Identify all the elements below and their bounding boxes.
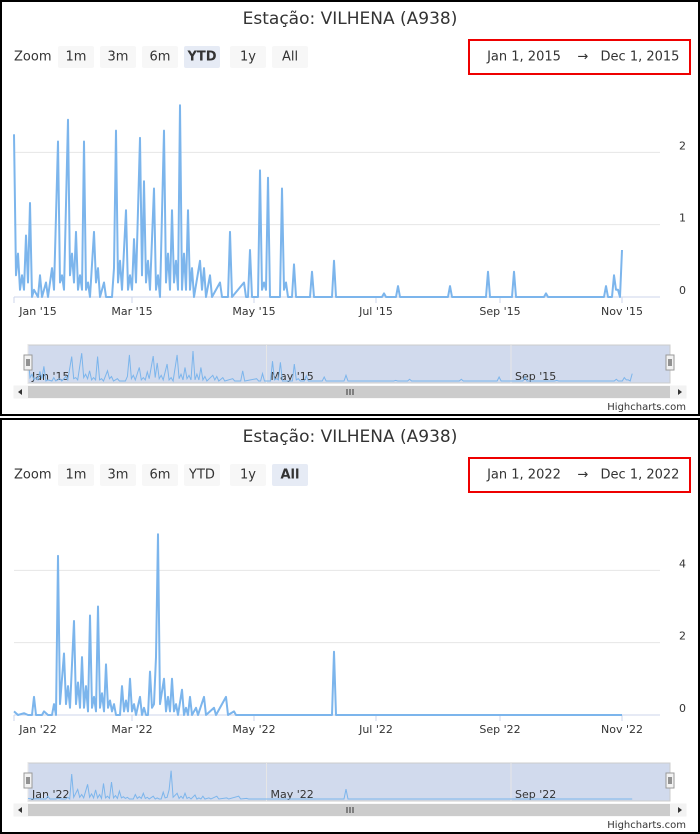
x-tick-label: Nov '22 (601, 723, 643, 736)
x-tick-label: May '22 (232, 723, 275, 736)
navigator-mask (27, 344, 671, 384)
y-tick-label: 2 (679, 630, 686, 643)
scrollbar-arrow-right[interactable] (678, 807, 682, 813)
zoom-button (230, 464, 266, 486)
scrollbar-arrow-right[interactable] (678, 389, 682, 395)
range-to[interactable]: Dec 1, 2022 (601, 468, 680, 483)
navigator-tick-label: May '22 (271, 788, 314, 801)
zoom-label: Zoom (14, 50, 51, 65)
x-tick-label: Mar '22 (111, 723, 152, 736)
x-tick-label: Jul '15 (358, 305, 393, 318)
zoom-button-label: 1m (66, 50, 87, 65)
range-arrow: → (578, 50, 589, 65)
navigator-line (27, 350, 633, 383)
chart-title: Estação: VILHENA (A938) (243, 9, 458, 29)
zoom-button-label: 3m (108, 50, 129, 65)
navigator-line (27, 770, 633, 801)
zoom-button-label: 1y (240, 468, 256, 483)
range-arrow: → (578, 468, 589, 483)
credits[interactable]: Highcharts.com (607, 402, 686, 413)
x-tick-label: Jan '15 (18, 305, 56, 318)
credits[interactable]: Highcharts.com (607, 820, 686, 831)
navigator-tick-label: Sep '15 (515, 370, 556, 383)
x-tick-label: May '15 (232, 305, 275, 318)
zoom-button[interactable] (184, 464, 220, 486)
zoom-button[interactable] (100, 464, 136, 486)
zoom-button-label: 1m (66, 468, 87, 483)
zoom-button[interactable] (142, 46, 178, 68)
chart-title: Estação: VILHENA (A938) (243, 427, 458, 447)
zoom-button-label: 1y (240, 50, 256, 65)
scrollbar-thumb[interactable] (28, 386, 670, 398)
zoom-button-label: 6m (150, 50, 171, 65)
navigator-handle[interactable] (665, 772, 675, 789)
zoom-button-label: 3m (108, 468, 129, 483)
x-tick-label: Sep '15 (479, 305, 520, 318)
range-box (468, 39, 691, 75)
navigator-handle[interactable] (665, 354, 675, 371)
chart-panel: Estação: VILHENA (A938) Zoom 1m 3m 6m YTD 1y Al… (0, 418, 700, 834)
y-tick-label: 2 (679, 139, 686, 152)
range-box (468, 457, 691, 493)
data-line (13, 104, 623, 298)
zoom-button[interactable] (142, 464, 178, 486)
scrollbar-arrow-left[interactable] (18, 807, 22, 813)
navigator-handle[interactable] (23, 354, 33, 371)
y-tick-label: 0 (679, 702, 686, 715)
navigator-mask (27, 762, 671, 802)
scrollbar-thumb[interactable] (28, 804, 670, 816)
y-tick-label: 1 (679, 212, 686, 225)
panel-border (0, 418, 700, 834)
zoom-button-label: All (281, 468, 300, 483)
zoom-button-label: YTD (188, 468, 215, 483)
scrollbar-arrow-left[interactable] (18, 389, 22, 395)
data-line (13, 533, 622, 716)
x-tick-label: Jan '22 (18, 723, 56, 736)
zoom-button[interactable] (100, 46, 136, 68)
zoom-button[interactable] (272, 464, 308, 486)
x-tick-label: Nov '15 (601, 305, 643, 318)
x-tick-label: Sep '22 (479, 723, 520, 736)
zoom-button (272, 46, 308, 68)
range-from[interactable]: Jan 1, 2015 (486, 50, 561, 65)
zoom-button-label: 6m (150, 468, 171, 483)
navigator-tick-label: Sep '22 (515, 788, 556, 801)
range-from[interactable]: Jan 1, 2022 (486, 468, 561, 483)
range-to[interactable]: Dec 1, 2015 (601, 50, 680, 65)
zoom-button[interactable] (58, 46, 94, 68)
x-tick-label: Mar '15 (111, 305, 152, 318)
zoom-label: Zoom (14, 468, 51, 483)
y-tick-label: 4 (679, 557, 686, 570)
navigator-tick-label: Jan '22 (31, 788, 69, 801)
zoom-button (230, 46, 266, 68)
navigator-handle[interactable] (23, 772, 33, 789)
chart-panel: Estação: VILHENA (A938) Zoom 1m 3m 6m YTD 1y Al… (0, 0, 700, 416)
zoom-button-label: All (282, 50, 298, 65)
zoom-button[interactable] (58, 464, 94, 486)
zoom-button[interactable] (184, 46, 220, 68)
zoom-button-label: YTD (186, 50, 216, 65)
x-tick-label: Jul '22 (358, 723, 393, 736)
y-tick-label: 0 (679, 284, 686, 297)
